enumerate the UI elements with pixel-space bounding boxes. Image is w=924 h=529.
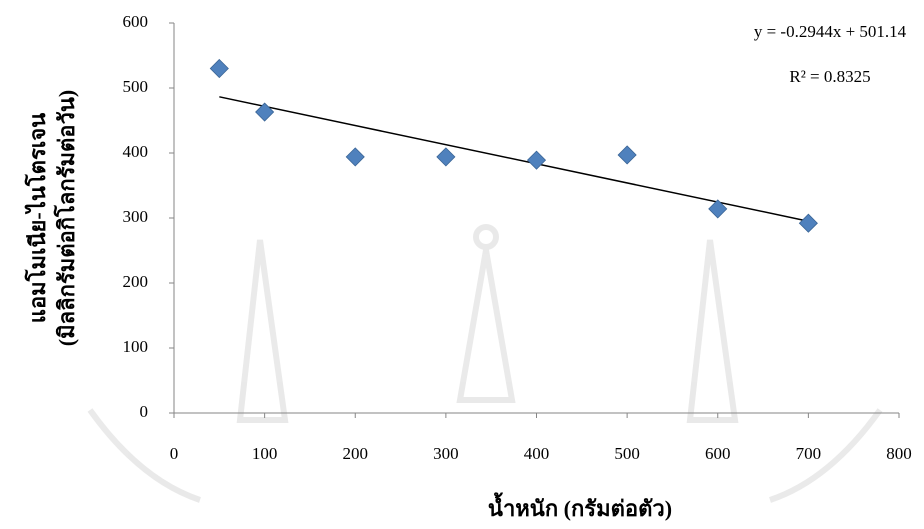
watermark — [87, 224, 883, 503]
r-squared: R² = 0.8325 — [789, 67, 870, 86]
y-tick-label: 300 — [123, 207, 149, 226]
y-tick-label: 500 — [123, 77, 149, 96]
y-tick-label: 200 — [123, 272, 149, 291]
x-tick-label: 200 — [343, 444, 369, 463]
data-point — [209, 58, 229, 79]
data-point — [345, 147, 365, 167]
x-tick-label: 800 — [886, 444, 912, 463]
x-tick-label: 400 — [524, 444, 550, 463]
data-point — [798, 213, 818, 233]
x-tick-label: 300 — [433, 444, 459, 463]
x-tick-label: 600 — [705, 444, 731, 463]
x-tick-label: 500 — [614, 444, 640, 463]
trendline-equation: y = -0.2944x + 501.14 — [754, 22, 907, 41]
x-tick-label: 0 — [170, 444, 179, 463]
y-axis-label-group: แอมโมเนีย-ไนโตรเจน (มิลลิกรัมต่อกิโลกรัม… — [24, 90, 79, 346]
y-tick-label: 600 — [123, 12, 149, 31]
data-point — [255, 102, 275, 122]
data-point — [436, 147, 456, 167]
trendline — [219, 96, 809, 222]
x-axis-label: น้ำหนัก (กรัมต่อตัว) — [488, 492, 672, 521]
y-tick-label: 100 — [123, 337, 149, 356]
y-tick-label: 400 — [123, 142, 149, 161]
x-tick-label: 700 — [796, 444, 822, 463]
data-point — [708, 199, 728, 219]
data-point — [526, 150, 547, 170]
y-axis-label: แอมโมเนีย-ไนโตรเจน — [24, 113, 50, 323]
y-axis-label: (มิลลิกรัมต่อกิโลกรัมต่อวัน) — [53, 90, 79, 346]
data-point — [617, 145, 637, 165]
y-tick-label: 0 — [140, 402, 149, 421]
x-tick-label: 100 — [252, 444, 278, 463]
